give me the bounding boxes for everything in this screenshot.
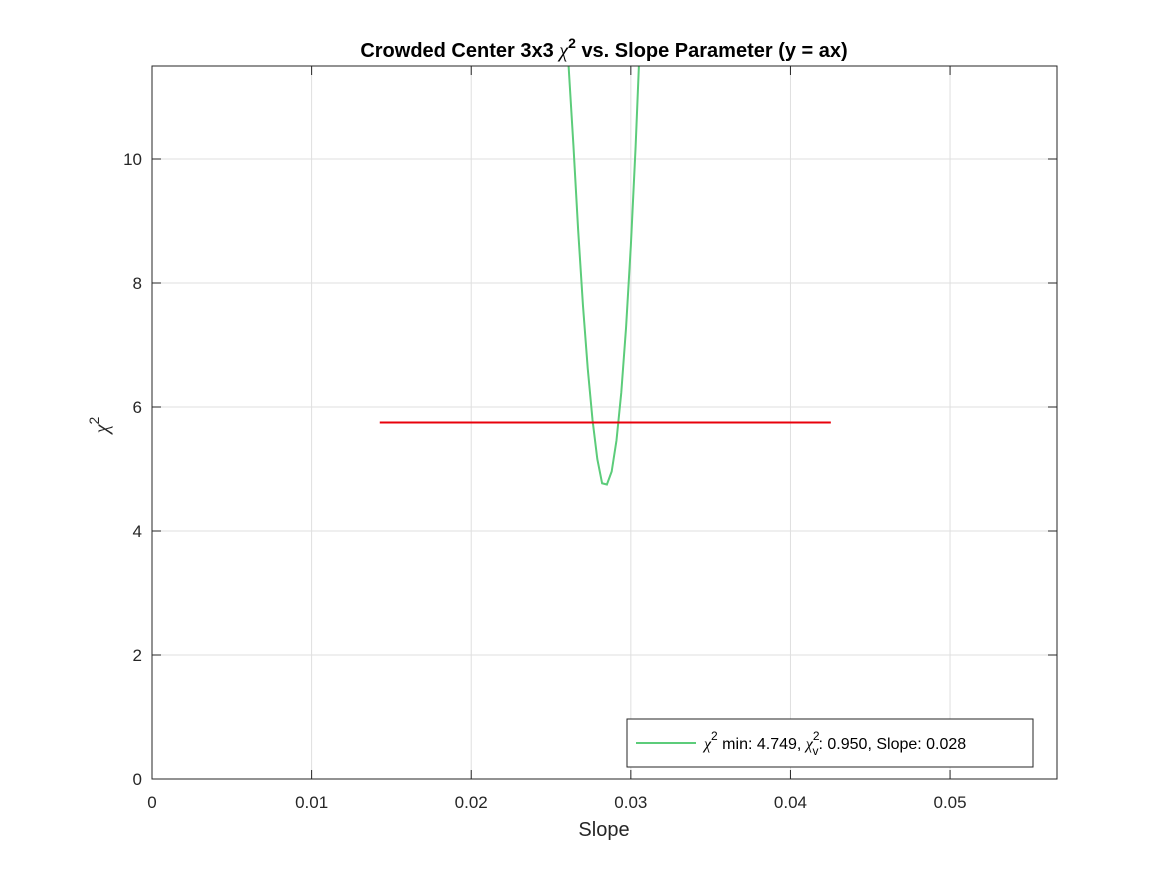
legend: χ2 min: 4.749, χ2 v: 0.950, Slope: 0.028 (626, 718, 1034, 768)
plot-box (151, 65, 1058, 780)
x-axis-label: Slope (578, 819, 629, 841)
y-tick-label: 4 (133, 522, 142, 541)
x-tick-label: 0.02 (455, 793, 488, 812)
y-tick-label: 2 (133, 646, 142, 665)
legend-entry: χ2 min: 4.749, χ2 v: 0.950, Slope: 0.028 (702, 729, 966, 758)
y-tick-label: 8 (133, 274, 142, 293)
x-tick-label: 0 (147, 793, 156, 812)
y-tick-label: 10 (123, 150, 142, 169)
x-tick-label: 0.04 (774, 793, 807, 812)
y-axis-label: χ2 (86, 416, 113, 435)
chart-title: Crowded Center 3x3 χ2 vs. Slope Paramete… (360, 35, 847, 62)
x-tick-label: 0.03 (614, 793, 647, 812)
x-tick-label: 0.01 (295, 793, 328, 812)
y-tick-label: 6 (133, 398, 142, 417)
x-tick-label: 0.05 (934, 793, 967, 812)
axis-ticks: 0 0.01 0.02 0.03 0.04 0.05 0 2 4 6 8 10 (123, 66, 1057, 812)
chi2-curve (567, 66, 640, 486)
y-tick-label: 0 (133, 770, 142, 789)
